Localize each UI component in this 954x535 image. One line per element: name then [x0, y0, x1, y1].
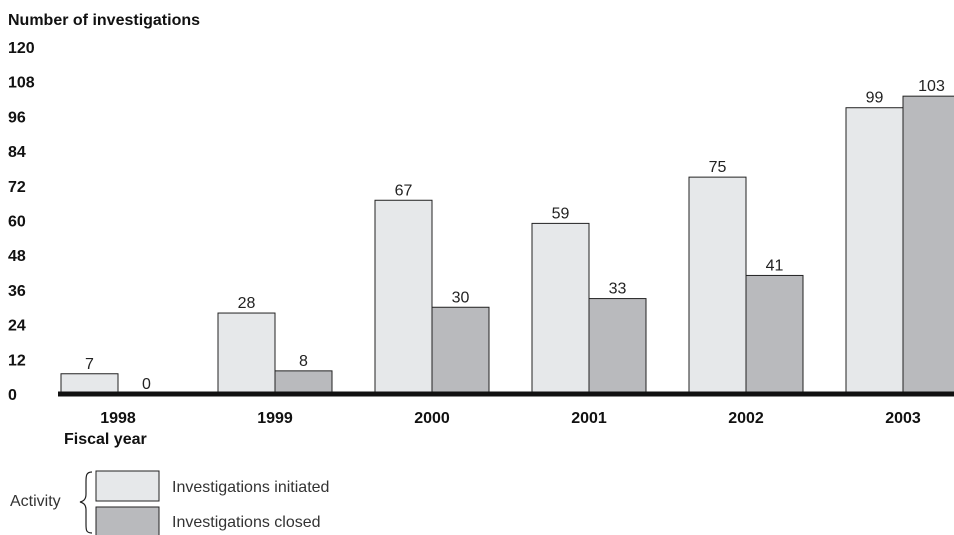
legend-swatch-initiated: [95, 470, 160, 502]
y-tick-labels: 0 12 24 36 48 60 72 84 96 108 120: [8, 40, 35, 404]
y-tick-label: 72: [8, 179, 26, 196]
y-tick-label: 108: [8, 75, 35, 92]
data-label: 33: [609, 281, 627, 298]
legend-label-initiated: Investigations initiated: [172, 479, 329, 496]
data-label: 30: [452, 289, 470, 306]
data-label: 0: [142, 376, 151, 393]
y-tick-label: 60: [8, 214, 26, 231]
data-label: 7: [85, 356, 94, 373]
bar-closed-2001: [588, 298, 647, 395]
legend-swatch-closed: [95, 506, 160, 535]
data-label: 8: [299, 353, 308, 370]
legend: Activity Investigations initiated Invest…: [10, 470, 329, 535]
x-tick-label: 2002: [728, 410, 764, 427]
x-tick-label: 1999: [257, 410, 293, 427]
bar-initiated-2001: [531, 222, 590, 395]
y-tick-label: 96: [8, 109, 26, 126]
bars: [60, 95, 954, 395]
x-tick-label: 1998: [100, 410, 136, 427]
data-label: 41: [766, 257, 784, 274]
bar-initiated-2003: [845, 107, 904, 395]
data-label: 103: [918, 78, 945, 95]
data-label: 99: [866, 90, 884, 107]
legend-title: Activity: [10, 493, 61, 510]
y-axis-title: Number of investigations: [8, 12, 200, 29]
bar-initiated-2002: [688, 176, 747, 395]
y-tick-label: 48: [8, 248, 26, 265]
data-labels: 7 0 28 8 67 30 59 33 75 41 99 103: [85, 78, 945, 393]
y-tick-label: 120: [8, 40, 35, 57]
y-tick-label: 12: [8, 352, 26, 369]
y-tick-label: 36: [8, 283, 26, 300]
x-tick-label: 2003: [885, 410, 921, 427]
data-label: 28: [238, 295, 256, 312]
data-label: 75: [709, 159, 727, 176]
legend-brace: [79, 471, 93, 534]
data-label: 59: [552, 205, 570, 222]
y-tick-label: 0: [8, 387, 17, 404]
x-tick-labels: 1998 1999 2000 2001 2002 2003: [100, 410, 921, 427]
legend-label-closed: Investigations closed: [172, 514, 321, 531]
x-tick-label: 2001: [571, 410, 607, 427]
bar-initiated-1999: [217, 312, 276, 395]
data-label: 67: [395, 182, 413, 199]
x-tick-label: 2000: [414, 410, 450, 427]
bar-closed-2003: [902, 95, 954, 395]
y-tick-label: 84: [8, 144, 26, 161]
bar-initiated-2000: [374, 199, 433, 395]
bar-closed-1999: [274, 370, 333, 395]
bar-initiated-1998: [60, 373, 119, 395]
y-tick-label: 24: [8, 318, 26, 335]
x-axis-title: Fiscal year: [64, 431, 147, 448]
bar-closed-2002: [745, 274, 804, 395]
bar-closed-2000: [431, 306, 490, 395]
